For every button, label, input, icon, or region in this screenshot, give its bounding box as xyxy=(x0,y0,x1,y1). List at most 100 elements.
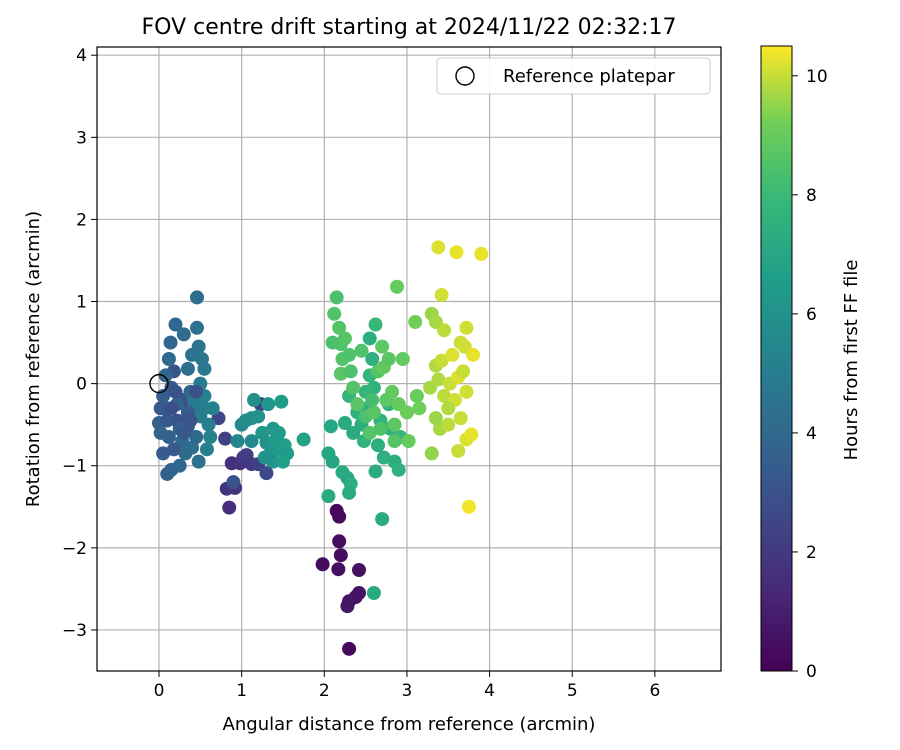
data-point xyxy=(296,432,311,447)
data-point xyxy=(343,364,358,379)
y-axis-ticks: −3 −2 −1 0 1 2 3 4 xyxy=(62,46,97,641)
data-point xyxy=(191,454,206,469)
data-point xyxy=(437,323,452,338)
data-point xyxy=(222,500,237,515)
legend: Reference platepar xyxy=(436,57,711,95)
data-point xyxy=(459,384,474,399)
data-point xyxy=(190,320,205,335)
legend-box xyxy=(436,57,711,95)
data-point xyxy=(390,279,405,294)
data-point xyxy=(197,361,212,376)
data-point xyxy=(395,352,410,366)
data-point xyxy=(351,563,366,578)
colorbar-ticks: 0 2 4 6 8 10 xyxy=(792,67,828,682)
data-point xyxy=(464,427,479,442)
data-point xyxy=(332,320,347,335)
data-point xyxy=(366,586,381,600)
data-point xyxy=(437,388,452,403)
data-point xyxy=(203,430,218,444)
colorbar-label: Hours from first FF file xyxy=(841,260,862,461)
data-point xyxy=(375,339,390,354)
data-point xyxy=(176,327,191,342)
colorbar-tick-label: 2 xyxy=(806,543,817,563)
data-point xyxy=(166,442,181,457)
data-point xyxy=(340,599,355,614)
data-point xyxy=(164,401,179,416)
data-point xyxy=(259,466,274,481)
y-tick-label: 4 xyxy=(76,46,87,66)
y-tick-label: 2 xyxy=(76,210,87,230)
data-point xyxy=(362,331,377,346)
data-point xyxy=(230,434,245,449)
data-point xyxy=(325,454,340,469)
y-axis-label: Rotation from reference (arcmin) xyxy=(23,211,44,507)
data-point xyxy=(366,405,381,420)
data-point xyxy=(342,485,357,500)
data-point xyxy=(161,352,176,366)
colorbar-tick-label: 6 xyxy=(806,305,817,325)
data-point xyxy=(375,512,390,527)
data-point xyxy=(315,557,330,572)
data-point xyxy=(466,347,481,362)
data-points xyxy=(151,240,489,656)
data-point xyxy=(244,434,259,449)
data-point xyxy=(156,446,171,461)
data-point xyxy=(381,352,396,366)
data-point xyxy=(153,401,168,416)
data-point xyxy=(168,384,183,399)
x-axis-label: Angular distance from reference (arcmin) xyxy=(223,714,596,735)
reference-marker-group xyxy=(149,373,169,394)
data-point xyxy=(321,489,336,504)
data-point xyxy=(387,417,402,432)
data-point xyxy=(371,438,386,453)
data-point xyxy=(362,425,377,440)
data-point xyxy=(431,240,446,255)
data-point xyxy=(257,450,272,465)
data-point xyxy=(461,499,476,514)
data-point xyxy=(453,411,468,426)
data-point xyxy=(385,384,400,399)
data-point xyxy=(399,405,414,420)
y-tick-label: 3 xyxy=(76,128,87,148)
data-point xyxy=(332,534,347,549)
x-tick-label: 4 xyxy=(484,681,495,701)
data-point xyxy=(456,364,471,379)
data-point xyxy=(445,347,460,362)
x-tick-label: 6 xyxy=(649,681,660,701)
data-point xyxy=(337,416,352,431)
data-point xyxy=(333,548,348,563)
data-point xyxy=(332,509,347,524)
data-point xyxy=(274,394,289,409)
data-point xyxy=(350,397,365,412)
x-tick-label: 0 xyxy=(154,681,165,701)
x-tick-label: 5 xyxy=(567,681,578,701)
plot-frame xyxy=(96,46,722,672)
data-point xyxy=(160,413,175,428)
data-point xyxy=(431,372,446,387)
data-point xyxy=(474,246,489,261)
data-point xyxy=(441,417,456,432)
data-point xyxy=(337,331,352,346)
data-point xyxy=(251,409,266,424)
data-point xyxy=(185,440,200,455)
colorbar-tick-label: 0 xyxy=(806,662,817,682)
data-point xyxy=(199,442,214,457)
data-point xyxy=(168,317,183,332)
data-point xyxy=(408,315,423,330)
chart-title: FOV centre drift starting at 2024/11/22 … xyxy=(142,15,677,40)
data-point xyxy=(331,562,346,577)
data-point xyxy=(451,443,466,458)
data-point xyxy=(329,290,344,305)
data-point xyxy=(176,425,191,440)
data-point xyxy=(373,421,388,436)
data-point xyxy=(424,446,439,461)
colorbar-tick-label: 10 xyxy=(806,67,828,87)
y-tick-label: 1 xyxy=(76,293,87,313)
colorbar-tick-label: 4 xyxy=(806,424,817,444)
data-point xyxy=(218,431,233,446)
data-point xyxy=(434,353,449,368)
data-point xyxy=(261,397,276,412)
data-point xyxy=(325,335,340,350)
data-point xyxy=(365,393,380,408)
